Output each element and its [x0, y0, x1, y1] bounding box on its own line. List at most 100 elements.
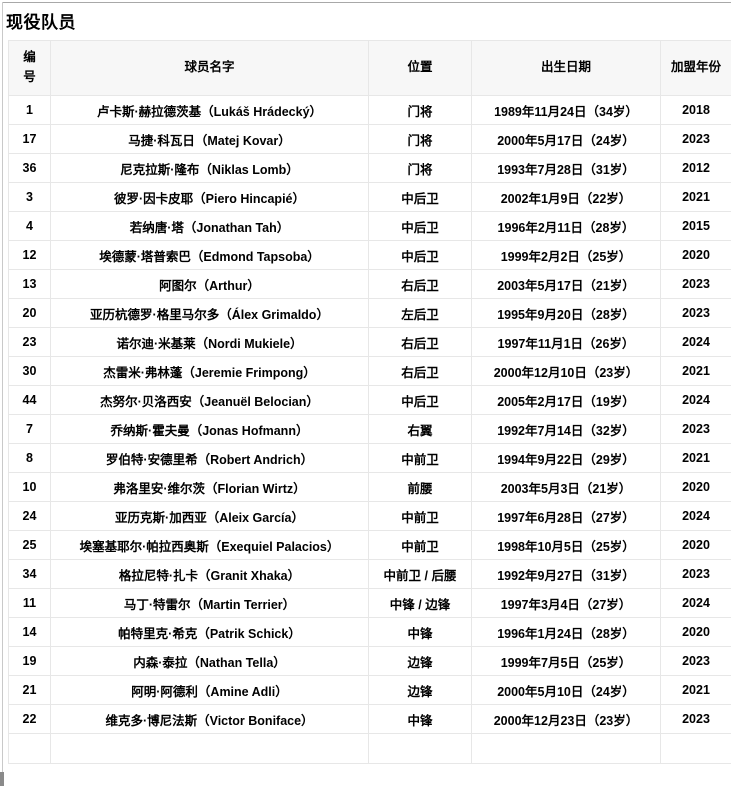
table-row: 10 弗洛里安·维尔茨（Florian Wirtz） 前腰 2003年5月3日（21岁… — [8, 472, 731, 502]
cell-birth-date: 1996年1月24日（28岁） — [471, 617, 661, 647]
cell-position: 中后卫 — [368, 182, 472, 212]
cell-number: 30 — [8, 356, 51, 386]
cell-join-year: 2020 — [660, 472, 731, 502]
table-empty-row — [8, 733, 731, 764]
cell-birth-date: 1996年2月11日（28岁） — [471, 211, 661, 241]
cell-position — [368, 733, 472, 764]
cell-join-year: 2024 — [660, 501, 731, 531]
cell-join-year: 2023 — [660, 646, 731, 676]
cell-position: 中锋 — [368, 617, 472, 647]
cell-join-year: 2024 — [660, 385, 731, 415]
cell-birth-date: 1999年7月5日（25岁） — [471, 646, 661, 676]
cell-birth-date: 2003年5月17日（21岁） — [471, 269, 661, 299]
cell-position: 中前卫 — [368, 530, 472, 560]
table-row: 8 罗伯特·安德里希（Robert Andrich） 中前卫 1994年9月22日（2… — [8, 443, 731, 473]
cell-player-name: 阿图尔（Arthur） — [50, 269, 369, 299]
cell-player-name: 若纳唐·塔（Jonathan Tah） — [50, 211, 369, 241]
cell-birth-date: 2002年1月9日（22岁） — [471, 182, 661, 212]
cell-number: 7 — [8, 414, 51, 444]
table-row: 44 杰努尔·贝洛西安（Jeanuël Belocian） 中后卫 2005年2月17… — [8, 385, 731, 415]
cell-birth-date: 2000年12月10日（23岁） — [471, 356, 661, 386]
cell-player-name: 内森·泰拉（Nathan Tella） — [50, 646, 369, 676]
table-row: 24 亚历克斯·加西亚（Aleix García） 中前卫 1997年6月28日（27… — [8, 501, 731, 531]
cell-player-name: 弗洛里安·维尔茨（Florian Wirtz） — [50, 472, 369, 502]
cell-birth-date: 1999年2月2日（25岁） — [471, 240, 661, 270]
cell-player-name: 马捷·科瓦日（Matej Kovar） — [50, 124, 369, 154]
cell-player-name: 杰雷米·弗林蓬（Jeremie Frimpong） — [50, 356, 369, 386]
cell-position: 左后卫 — [368, 298, 472, 328]
cell-number: 1 — [8, 95, 51, 125]
cell-number — [8, 733, 51, 764]
cell-birth-date: 2003年5月3日（21岁） — [471, 472, 661, 502]
table-row: 20 亚历杭德罗·格里马尔多（Álex Grimaldo） 左后卫 1995年9月20… — [8, 298, 731, 328]
col-header-number-label: 编号 — [23, 50, 36, 85]
cell-join-year — [660, 733, 731, 764]
cell-number: 20 — [8, 298, 51, 328]
cell-join-year: 2018 — [660, 95, 731, 125]
cell-position: 右后卫 — [368, 327, 472, 357]
table-row: 30 杰雷米·弗林蓬（Jeremie Frimpong） 右后卫 2000年12月10… — [8, 356, 731, 386]
cell-birth-date — [471, 733, 661, 764]
cell-birth-date: 1992年7月14日（32岁） — [471, 414, 661, 444]
cell-number: 21 — [8, 675, 51, 705]
cell-birth-date: 1997年3月4日（27岁） — [471, 588, 661, 618]
col-header-position: 位置 — [368, 40, 472, 96]
cell-birth-date: 1995年9月20日（28岁） — [471, 298, 661, 328]
cell-position: 右后卫 — [368, 269, 472, 299]
cell-birth-date: 1989年11月24日（34岁） — [471, 95, 661, 125]
table-row: 14 帕特里克·希克（Patrik Schick） 中锋 1996年1月24日（28岁… — [8, 617, 731, 647]
table-row: 22 维克多·博尼法斯（Victor Boniface） 中锋 2000年12月23日… — [8, 704, 731, 734]
cell-player-name: 乔纳斯·霍夫曼（Jonas Hofmann） — [50, 414, 369, 444]
cell-number: 25 — [8, 530, 51, 560]
table-row: 19 内森·泰拉（Nathan Tella） 边锋 1999年7月5日（25岁） 202… — [8, 646, 731, 676]
table-row: 3 彼罗·因卡皮耶（Piero Hincapié） 中后卫 2002年1月9日（22岁… — [8, 182, 731, 212]
cell-join-year: 2021 — [660, 182, 731, 212]
squad-table: 编号 球员名字 位置 出生日期 加盟年份 1 卢卡斯·赫拉德茨基（Lukáš Hr… — [8, 40, 731, 764]
cell-player-name: 彼罗·因卡皮耶（Piero Hincapié） — [50, 182, 369, 212]
cell-number: 36 — [8, 153, 51, 183]
cell-player-name: 诺尔迪·米基莱（Nordi Mukiele） — [50, 327, 369, 357]
cell-position: 中锋 / 边锋 — [368, 588, 472, 618]
cell-birth-date: 1998年10月5日（25岁） — [471, 530, 661, 560]
cell-birth-date: 2005年2月17日（19岁） — [471, 385, 661, 415]
cell-number: 34 — [8, 559, 51, 589]
cell-player-name: 卢卡斯·赫拉德茨基（Lukáš Hrádecký） — [50, 95, 369, 125]
cell-birth-date: 1993年7月28日（31岁） — [471, 153, 661, 183]
table-row: 21 阿明·阿德利（Amine Adli） 边锋 2000年5月10日（24岁） 202… — [8, 675, 731, 705]
cell-birth-date: 1994年9月22日（29岁） — [471, 443, 661, 473]
cell-number: 23 — [8, 327, 51, 357]
cell-number: 11 — [8, 588, 51, 618]
cell-join-year: 2020 — [660, 240, 731, 270]
cell-number: 10 — [8, 472, 51, 502]
cell-player-name: 阿明·阿德利（Amine Adli） — [50, 675, 369, 705]
table-row: 17 马捷·科瓦日（Matej Kovar） 门将 2000年5月17日（24岁） 20… — [8, 124, 731, 154]
table-body: 1 卢卡斯·赫拉德茨基（Lukáš Hrádecký） 门将 1989年11月24日（… — [8, 95, 731, 764]
cell-position: 前腰 — [368, 472, 472, 502]
cell-number: 17 — [8, 124, 51, 154]
cell-number: 12 — [8, 240, 51, 270]
cell-player-name: 帕特里克·希克（Patrik Schick） — [50, 617, 369, 647]
cell-join-year: 2023 — [660, 269, 731, 299]
table-row: 13 阿图尔（Arthur） 右后卫 2003年5月17日（21岁） 2023 — [8, 269, 731, 299]
cell-position: 边锋 — [368, 675, 472, 705]
cell-player-name: 格拉尼特·扎卡（Granit Xhaka） — [50, 559, 369, 589]
cell-position: 边锋 — [368, 646, 472, 676]
cell-join-year: 2015 — [660, 211, 731, 241]
col-header-player-name: 球员名字 — [50, 40, 369, 96]
cell-join-year: 2020 — [660, 530, 731, 560]
cell-join-year: 2023 — [660, 298, 731, 328]
scrollbar-thumb[interactable] — [0, 772, 4, 786]
cell-player-name: 埃德蒙·塔普索巴（Edmond Tapsoba） — [50, 240, 369, 270]
table-row: 23 诺尔迪·米基莱（Nordi Mukiele） 右后卫 1997年11月1日（26… — [8, 327, 731, 357]
col-header-birth-date: 出生日期 — [471, 40, 661, 96]
table-row: 1 卢卡斯·赫拉德茨基（Lukáš Hrádecký） 门将 1989年11月24日（… — [8, 95, 731, 125]
table-row: 12 埃德蒙·塔普索巴（Edmond Tapsoba） 中后卫 1999年2月2日（2… — [8, 240, 731, 270]
frame-left-border — [2, 2, 3, 773]
cell-number: 19 — [8, 646, 51, 676]
cell-number: 3 — [8, 182, 51, 212]
cell-number: 14 — [8, 617, 51, 647]
table-row: 36 尼克拉斯·隆布（Niklas Lomb） 门将 1993年7月28日（31岁） 2… — [8, 153, 731, 183]
cell-join-year: 2021 — [660, 443, 731, 473]
cell-number: 13 — [8, 269, 51, 299]
cell-join-year: 2023 — [660, 124, 731, 154]
